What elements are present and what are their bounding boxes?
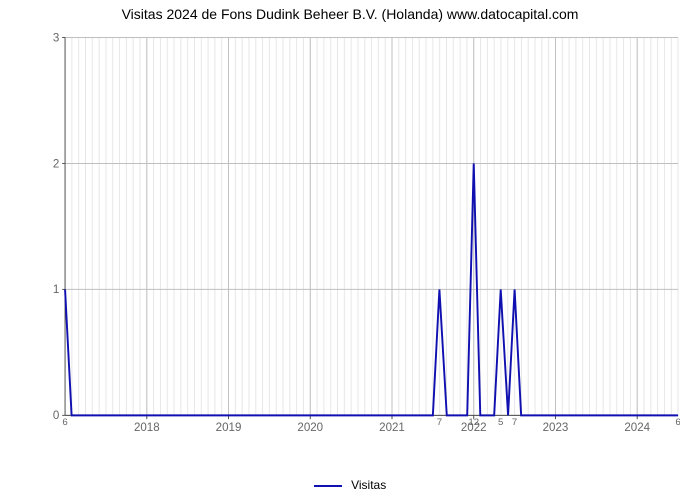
- svg-text:2020: 2020: [297, 422, 323, 434]
- svg-text:3: 3: [53, 32, 59, 44]
- legend-swatch: [314, 485, 342, 487]
- svg-text:6: 6: [62, 417, 67, 428]
- chart-container: Visitas 2024 de Fons Dudink Beheer B.V. …: [0, 0, 700, 500]
- svg-text:12: 12: [468, 417, 479, 428]
- svg-text:0: 0: [53, 410, 59, 422]
- svg-text:5: 5: [498, 417, 503, 428]
- svg-text:2021: 2021: [379, 422, 405, 434]
- svg-text:2019: 2019: [216, 422, 242, 434]
- chart-svg: 012320182019202020212022202320246712576: [40, 28, 680, 448]
- svg-text:7: 7: [437, 417, 442, 428]
- svg-text:2024: 2024: [624, 422, 650, 434]
- chart-title: Visitas 2024 de Fons Dudink Beheer B.V. …: [0, 0, 700, 22]
- svg-text:7: 7: [512, 417, 517, 428]
- legend: Visitas: [0, 478, 700, 492]
- svg-text:2023: 2023: [543, 422, 569, 434]
- svg-text:2018: 2018: [134, 422, 160, 434]
- legend-label: Visitas: [351, 478, 386, 492]
- svg-text:2: 2: [53, 158, 59, 170]
- svg-text:6: 6: [675, 417, 680, 428]
- plot-area: 012320182019202020212022202320246712576: [40, 28, 680, 448]
- svg-text:1: 1: [53, 284, 59, 296]
